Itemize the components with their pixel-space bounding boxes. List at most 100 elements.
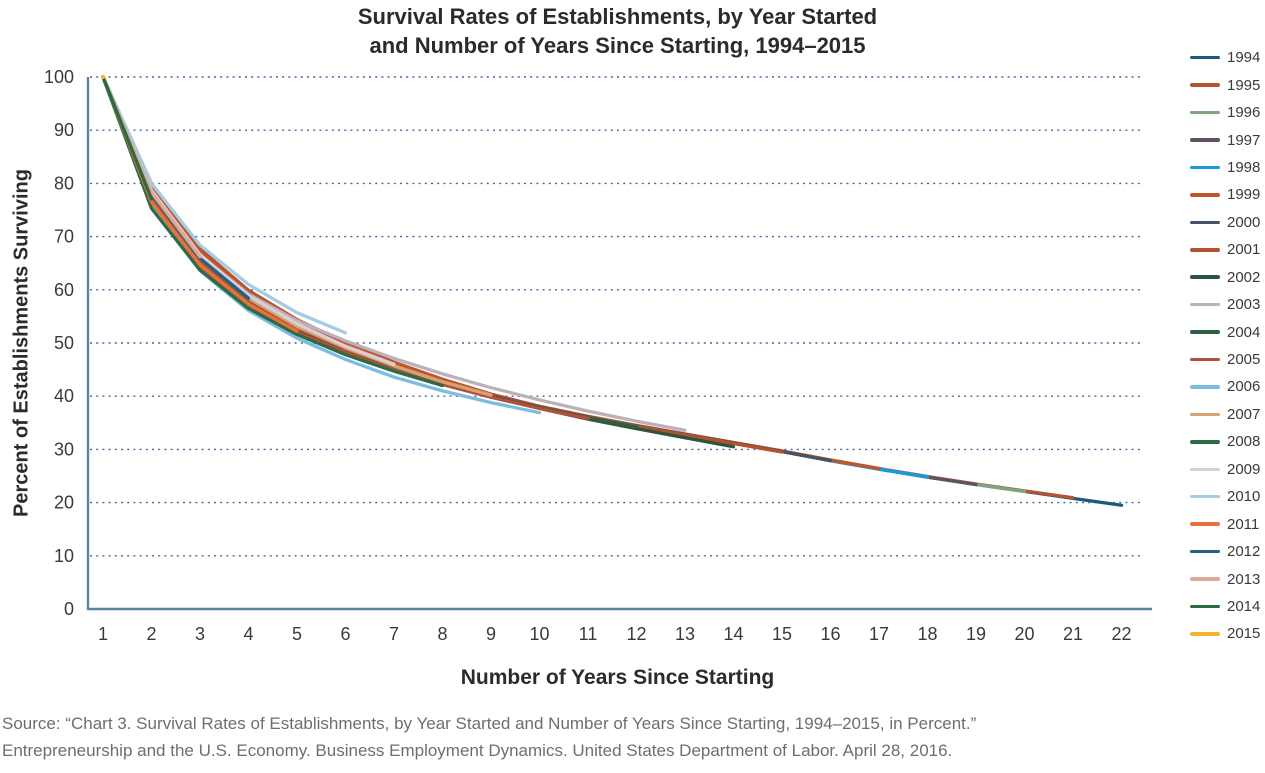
legend-swatch: [1190, 138, 1220, 142]
legend-label: 2001: [1227, 241, 1261, 259]
x-tick-label: 12: [626, 624, 646, 644]
x-tick-label: 11: [579, 624, 598, 644]
y-tick-label: 100: [44, 67, 74, 87]
legend-label: 2003: [1227, 296, 1261, 314]
legend-item-2007: 2007: [1190, 401, 1265, 428]
x-tick-label: 15: [772, 624, 792, 644]
legend-item-2008: 2008: [1190, 428, 1265, 455]
legend-label: 1996: [1227, 104, 1261, 122]
series-1995: [101, 75, 1075, 500]
legend-swatch: [1190, 494, 1220, 499]
legend-item-2011: 2011: [1190, 510, 1265, 537]
source-line1: Source: “Chart 3. Survival Rates of Esta…: [2, 714, 977, 733]
series-2015: [100, 74, 106, 80]
legend-swatch: [1190, 632, 1220, 636]
legend-swatch: [1190, 220, 1220, 225]
x-tick-label: 8: [437, 624, 447, 644]
legend-swatch: [1190, 165, 1220, 170]
legend-swatch: [1190, 549, 1220, 554]
legend-swatch: [1190, 302, 1220, 307]
y-tick-label: 80: [54, 173, 74, 193]
x-tick-label: 3: [195, 624, 205, 644]
legend-item-1995: 1995: [1190, 71, 1265, 98]
legend-label: 2002: [1227, 268, 1261, 286]
x-tick-label: 14: [723, 624, 743, 644]
legend-label: 2013: [1227, 570, 1261, 588]
chart-title-line2: and Number of Years Since Starting, 1994…: [369, 33, 866, 58]
legend-label: 2014: [1227, 597, 1261, 615]
x-tick-label: 9: [486, 624, 496, 644]
legend-label: 2011: [1227, 515, 1260, 533]
legend-swatch: [1190, 522, 1220, 526]
x-tick-label: 1: [98, 624, 108, 644]
chart-title: Survival Rates of Establishments, by Yea…: [0, 2, 1235, 60]
x-tick-label: 5: [292, 624, 302, 644]
x-tick-label: 4: [243, 624, 253, 644]
legend-label: 1995: [1227, 76, 1261, 94]
legend-item-2006: 2006: [1190, 373, 1265, 400]
legend-label: 2007: [1227, 405, 1261, 423]
legend-label: 2005: [1227, 351, 1261, 369]
legend-swatch: [1190, 604, 1220, 609]
series-2011: [101, 75, 299, 333]
legend-item-1999: 1999: [1190, 181, 1265, 208]
x-tick-label: 2: [146, 624, 156, 644]
legend-swatch: [1190, 385, 1220, 389]
x-tick-label: 20: [1014, 624, 1034, 644]
source-citation: Source: “Chart 3. Survival Rates of Esta…: [2, 710, 1202, 764]
legend-label: 2012: [1227, 543, 1261, 561]
legend-item-2003: 2003: [1190, 291, 1265, 318]
x-tick-label: 22: [1111, 624, 1131, 644]
y-tick-label: 30: [54, 439, 74, 459]
legend-swatch: [1190, 357, 1220, 362]
series-2014: [101, 75, 154, 201]
legend-item-2001: 2001: [1190, 236, 1265, 263]
legend-swatch: [1190, 248, 1220, 252]
legend-item-2005: 2005: [1190, 346, 1265, 373]
y-tick-label: 60: [54, 280, 74, 300]
series-2010: [101, 75, 348, 335]
source-line2: Entrepreneurship and the U.S. Economy. B…: [2, 741, 953, 760]
x-axis-title: Number of Years Since Starting: [460, 666, 775, 689]
y-tick-label: 40: [54, 386, 74, 406]
legend-swatch: [1190, 55, 1220, 60]
x-tick-label: 10: [529, 624, 549, 644]
legend-item-1998: 1998: [1190, 154, 1265, 181]
series-2008: [101, 75, 445, 388]
legend-item-1994: 1994: [1190, 44, 1265, 71]
y-tick-label: 20: [54, 493, 74, 513]
series-1994: [101, 75, 1124, 507]
y-tick-label: 70: [54, 227, 74, 247]
legend-label: 2009: [1227, 460, 1261, 478]
legend: 1994 1995 1996 1997 1998 1999 2000 2001 2002 2003…: [1190, 44, 1265, 648]
series-2006: [101, 75, 542, 415]
legend-label: 2010: [1227, 488, 1261, 506]
y-tick-label: 0: [64, 599, 74, 619]
legend-swatch: [1190, 83, 1220, 87]
series-2009: [101, 75, 396, 366]
legend-label: 1998: [1227, 158, 1261, 176]
chart-title-line1: Survival Rates of Establishments, by Yea…: [357, 4, 878, 29]
legend-label: 1997: [1227, 131, 1261, 149]
y-tick-label: 90: [54, 120, 74, 140]
legend-swatch: [1190, 577, 1220, 581]
legend-item-2000: 2000: [1190, 209, 1265, 236]
legend-item-2012: 2012: [1190, 538, 1265, 565]
legend-item-2010: 2010: [1190, 483, 1265, 510]
legend-item-2002: 2002: [1190, 264, 1265, 291]
legend-item-1997: 1997: [1190, 126, 1265, 153]
x-tick-label: 13: [675, 624, 695, 644]
x-tick-label: 16: [820, 624, 840, 644]
legend-item-1996: 1996: [1190, 99, 1265, 126]
legend-label: 2015: [1227, 625, 1261, 643]
x-tick-label: 7: [389, 624, 399, 644]
legend-swatch: [1190, 330, 1220, 334]
legend-label: 2004: [1227, 323, 1261, 341]
legend-swatch: [1190, 440, 1220, 444]
legend-item-2013: 2013: [1190, 565, 1265, 592]
legend-swatch: [1190, 412, 1220, 417]
legend-item-2004: 2004: [1190, 318, 1265, 345]
legend-item-2009: 2009: [1190, 456, 1265, 483]
